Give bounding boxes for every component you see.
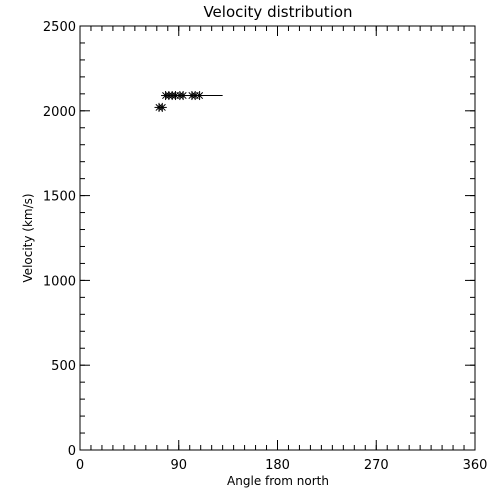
y-tick-label: 2000 [43,105,76,120]
y-tick-label: 0 [68,444,76,459]
y-tick-label: 2500 [43,20,76,35]
x-tick-label: 180 [265,458,290,473]
data-point [195,91,205,101]
chart-title: Velocity distribution [203,3,352,21]
x-tick-label: 90 [170,458,187,473]
y-tick-label: 1000 [43,274,76,289]
x-tick-label: 270 [364,458,389,473]
y-tick-label: 1500 [43,190,76,205]
data-point-stroke [179,92,187,100]
axes: 0 90 180 270 360 0 500 1000 1500 2000 2500 [43,20,488,473]
y-tick-label: 500 [51,359,76,374]
plot-frame [79,25,476,451]
data-point [157,102,167,112]
data-point-stroke [196,92,204,100]
data-point-stroke [158,103,166,111]
data-point [178,91,188,101]
data-marks [154,91,223,112]
x-tick-label: 0 [76,458,84,473]
x-tick-label: 360 [463,458,488,473]
x-axis-label: Angle from north [227,474,329,488]
y-axis-label: Velocity (km/s) [21,193,35,282]
